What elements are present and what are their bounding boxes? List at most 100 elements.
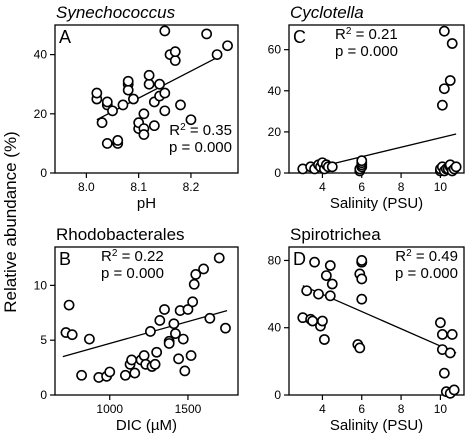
- data-point: [198, 263, 209, 275]
- stats-line: R2 = 0.49: [395, 248, 458, 266]
- data-point: [168, 318, 180, 330]
- x-tick-label: 8: [398, 180, 405, 194]
- data-point: [96, 117, 108, 129]
- data-point: [148, 120, 160, 132]
- data-point: [220, 322, 231, 334]
- data-point: [138, 129, 150, 140]
- data-point: [128, 93, 139, 105]
- data-point: [324, 260, 336, 271]
- y-tick-label: 40: [268, 84, 282, 98]
- x-tick-label: 4: [319, 402, 326, 416]
- data-point: [138, 108, 150, 120]
- panel-c: Cyclotella C 4 6 8 10 0 20 40 60 Salinity (PSU) R2 …: [268, 3, 465, 212]
- data-point: [101, 137, 113, 149]
- data-point: [446, 38, 458, 49]
- data-point: [91, 87, 103, 99]
- data-point: [151, 346, 163, 358]
- panel-title: Rhodobacterales: [56, 225, 185, 244]
- data-point: [438, 367, 450, 379]
- data-point: [356, 273, 368, 285]
- x-axis-label: DIC (µM): [116, 417, 177, 434]
- data-point: [169, 55, 181, 66]
- x-tick-label: 8.0: [78, 180, 95, 194]
- stats-line: p = 0.000: [395, 265, 458, 282]
- data-point: [318, 334, 330, 345]
- data-point: [76, 369, 87, 381]
- x-tick-label: 8: [398, 402, 405, 416]
- data-point: [326, 278, 338, 290]
- data-point: [143, 78, 155, 90]
- x-tick-label: 1500: [175, 402, 202, 416]
- data-point: [201, 28, 213, 40]
- data-point: [173, 353, 184, 365]
- x-tick-label: 6: [358, 180, 365, 194]
- data-point: [309, 256, 320, 268]
- panel-letter: C: [293, 27, 306, 47]
- y-tick-label: 10: [34, 278, 48, 292]
- data-point: [326, 161, 338, 173]
- stats-line: R2 = 0.22: [101, 248, 164, 266]
- y-tick-label: 40: [34, 48, 48, 62]
- data-point: [182, 304, 194, 315]
- data-point: [154, 315, 166, 326]
- plot-frame: [288, 24, 465, 174]
- data-point: [222, 40, 233, 52]
- y-tick-label: 0: [274, 388, 281, 402]
- data-point: [126, 354, 138, 366]
- y-tick-label: 80: [268, 253, 282, 267]
- y-tick-label: 20: [268, 125, 282, 139]
- x-tick-label: 10: [434, 402, 448, 416]
- data-point: [117, 99, 129, 111]
- panel-letter: D: [293, 249, 306, 269]
- data-point: [187, 296, 199, 308]
- y-tick-label: 0: [40, 388, 47, 402]
- trend-line: [62, 309, 228, 358]
- stats-line: R2 = 0.21: [335, 26, 398, 44]
- data-point: [313, 288, 324, 300]
- panel-title: Cyclotella: [290, 3, 364, 22]
- x-tick-label: 1000: [96, 402, 123, 416]
- data-point: [444, 347, 456, 359]
- data-point: [356, 155, 368, 167]
- data-point: [122, 84, 134, 96]
- data-point: [159, 25, 171, 37]
- data-point: [188, 278, 200, 290]
- panel-d: Spirotrichea D 4 6 8 10 0 40 80 Salinity (PSU) R2 …: [268, 225, 465, 434]
- x-tick-label: 6: [358, 402, 365, 416]
- data-point: [159, 87, 171, 99]
- y-tick-label: 40: [268, 321, 282, 335]
- data-point: [149, 358, 161, 370]
- data-point: [175, 99, 186, 111]
- data-point: [159, 105, 171, 117]
- data-point: [129, 367, 141, 379]
- data-point: [66, 329, 78, 341]
- data-point: [145, 326, 156, 337]
- data-point: [185, 350, 197, 361]
- data-point: [324, 290, 336, 302]
- data-point: [177, 333, 189, 345]
- data-point: [138, 350, 150, 361]
- data-point: [204, 312, 216, 324]
- data-point: [185, 114, 197, 126]
- data-point: [63, 299, 75, 311]
- data-point: [154, 78, 165, 90]
- plot-frame: [54, 24, 239, 174]
- y-tick-label: 60: [268, 43, 282, 57]
- x-tick-label: 4: [319, 180, 326, 194]
- data-point: [143, 69, 155, 81]
- shared-y-axis-label: Relative abundance (%): [1, 131, 20, 312]
- stats-line: p = 0.000: [169, 139, 232, 156]
- data-point: [444, 75, 456, 86]
- data-point: [354, 342, 366, 354]
- data-point: [163, 338, 175, 349]
- data-point: [301, 285, 313, 297]
- y-tick-label: 0: [40, 166, 47, 180]
- data-point: [112, 135, 124, 146]
- data-point: [356, 293, 368, 305]
- data-point: [435, 317, 446, 329]
- data-point: [211, 49, 223, 60]
- data-point: [436, 99, 448, 111]
- data-point: [119, 369, 131, 381]
- data-point: [438, 83, 450, 95]
